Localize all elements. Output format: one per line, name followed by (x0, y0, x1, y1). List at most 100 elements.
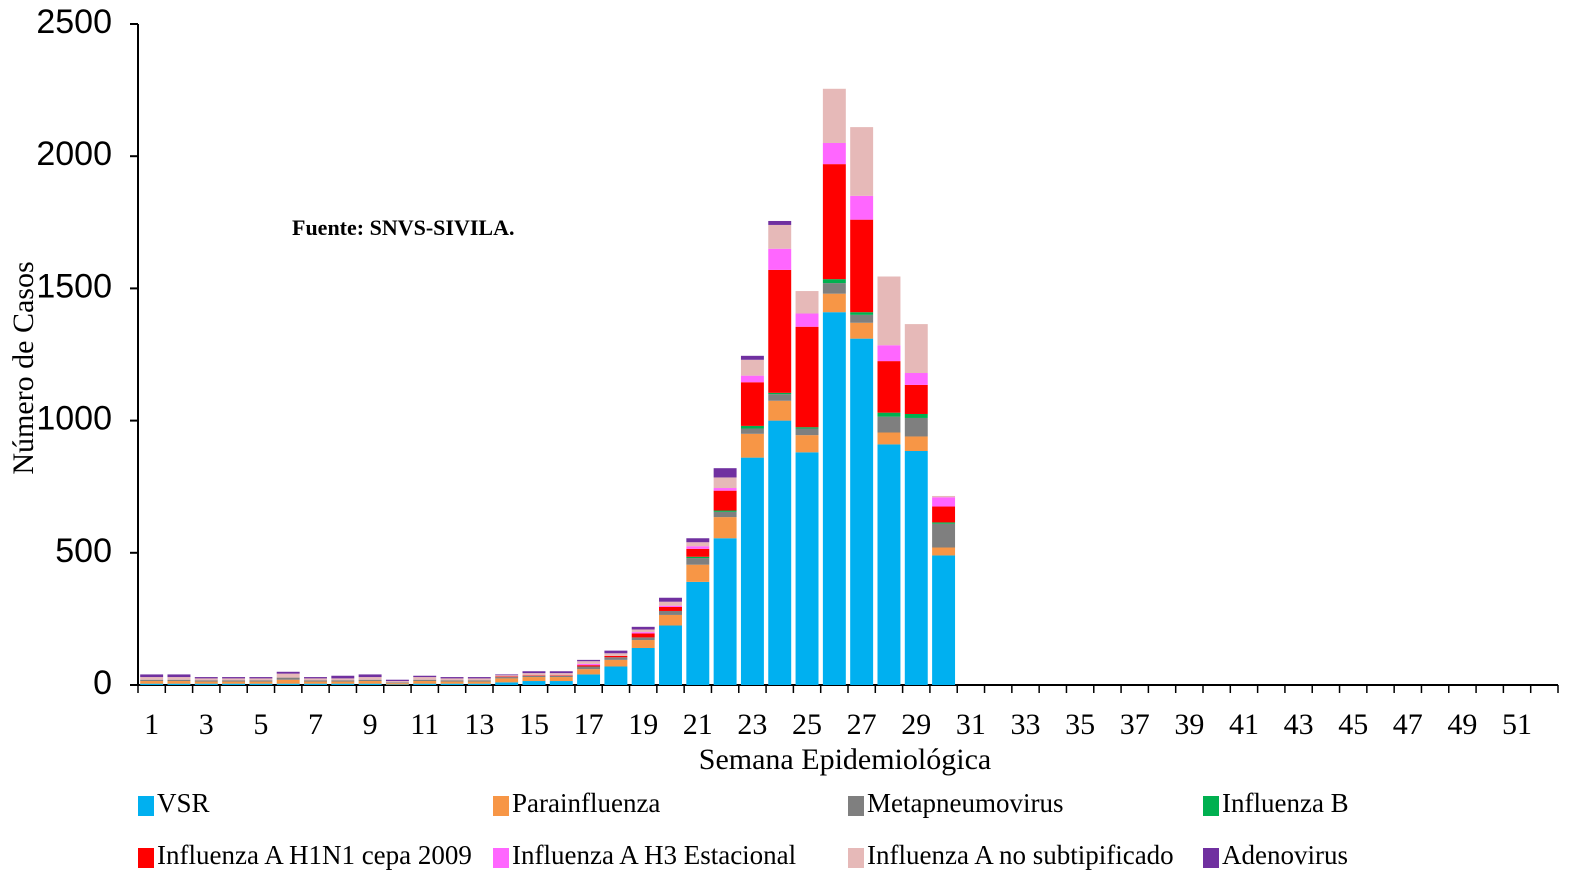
bar-segment (822, 164, 846, 280)
bar-segment (877, 345, 901, 362)
bar-segment (549, 673, 573, 676)
bar-segment (768, 400, 792, 421)
bar-segment (686, 558, 710, 565)
bar-segment (850, 195, 874, 220)
bar-segment (167, 677, 191, 680)
bar-segment (877, 416, 901, 433)
bar-segment (276, 677, 300, 680)
bar-segment (522, 673, 546, 676)
bar-segment (740, 382, 764, 426)
bar-segment (932, 547, 956, 556)
y-tick-label: 500 (55, 532, 112, 570)
bar-segment (413, 683, 437, 685)
bar-segment (413, 679, 437, 682)
bar-segment (549, 677, 573, 682)
bar-segment (659, 605, 682, 608)
bar-segment (768, 394, 792, 401)
bar-segment (276, 673, 300, 678)
bar-segment (686, 546, 710, 549)
bar-segment (249, 680, 273, 682)
x-tick-label: 13 (464, 708, 494, 741)
bar-segment (440, 681, 464, 684)
bar-segment (904, 413, 928, 418)
bar-segment (932, 523, 956, 548)
x-tick-label: 41 (1229, 708, 1259, 741)
bar-segment (577, 669, 601, 675)
legend-label: Metapneumovirus (867, 788, 1063, 818)
bar-segment (276, 679, 300, 684)
bar-segment (850, 322, 874, 339)
bar-segment (604, 659, 628, 667)
bar-segment (740, 375, 764, 383)
legend-swatch (493, 796, 509, 816)
bar-segment (768, 248, 792, 270)
x-tick-label: 27 (847, 708, 877, 741)
bar-segment (549, 681, 573, 685)
bar-segment (631, 647, 655, 685)
bar-segment (713, 488, 737, 491)
bar-segment (577, 665, 601, 667)
bar-segment (631, 633, 655, 638)
x-tick-label: 47 (1393, 708, 1423, 741)
bar-segment (495, 678, 519, 683)
bar-segment (686, 581, 710, 685)
bar-segment (631, 632, 655, 634)
bar-segment (577, 661, 601, 664)
bar-segment (740, 428, 764, 434)
bar-segment (194, 681, 218, 684)
y-tick-label: 1500 (36, 267, 112, 305)
legend-label: VSR (157, 788, 210, 818)
bar-segment (659, 610, 682, 615)
bar-segment (932, 506, 956, 523)
x-tick-label: 21 (683, 708, 713, 741)
x-tick-label: 31 (956, 708, 986, 741)
x-tick-label: 3 (199, 708, 214, 741)
bar-segment (904, 436, 928, 452)
bar-segment (577, 666, 601, 670)
bar-segment (686, 548, 710, 557)
bar-segment (795, 428, 819, 436)
bar-segment (276, 683, 300, 685)
bar-segment (850, 219, 874, 313)
bar-segment (167, 683, 191, 685)
bar-segment (249, 678, 273, 681)
bar-segment (822, 142, 846, 165)
y-tick-label: 2500 (36, 3, 112, 41)
bar-segment (713, 468, 737, 478)
bar-segment (358, 674, 382, 678)
x-tick-label: 19 (628, 708, 658, 741)
x-tick-label: 51 (1502, 708, 1532, 741)
bar-segment (604, 650, 628, 654)
x-tick-label: 33 (1011, 708, 1041, 741)
y-tick-label: 0 (93, 664, 112, 702)
bar-segment (413, 681, 437, 684)
bar-segment (577, 659, 601, 662)
bar-segment (194, 683, 218, 685)
bar-segment (467, 680, 491, 682)
bar-segment (467, 678, 491, 681)
x-tick-label: 43 (1284, 708, 1314, 741)
bar-segment (440, 680, 464, 682)
x-tick-label: 37 (1120, 708, 1150, 741)
bar-segment (740, 433, 764, 458)
legend-swatch (848, 848, 864, 868)
bar-segment (358, 681, 382, 684)
bar-segment (713, 477, 737, 489)
bar-segment (222, 680, 246, 682)
bar-segment (331, 678, 355, 681)
bar-segment (249, 677, 273, 679)
bar-segment (331, 681, 355, 684)
legend-swatch (138, 796, 154, 816)
bar-segment (140, 679, 164, 682)
bar-segment (604, 653, 628, 656)
bar-segment (740, 425, 764, 429)
bar-segment (631, 640, 655, 648)
bar-segment (167, 674, 191, 678)
y-tick-label: 1000 (36, 400, 112, 438)
bar-segment (850, 127, 874, 196)
bar-segment (222, 677, 246, 679)
legend-label: Adenovirus (1222, 840, 1348, 870)
bar-segment (385, 681, 409, 683)
bar-segment (385, 684, 409, 685)
bar-segment (904, 384, 928, 414)
